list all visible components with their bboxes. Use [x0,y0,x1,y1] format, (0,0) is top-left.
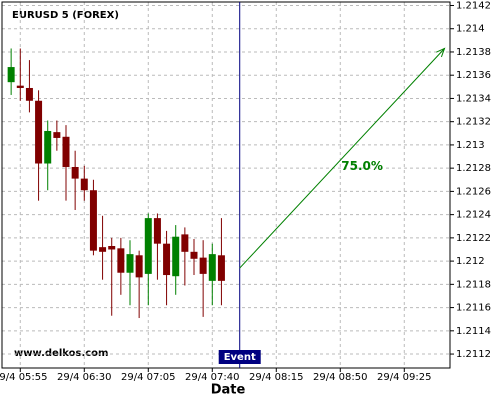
candle-body [25,87,33,101]
candle-body [108,246,116,250]
arrow-head [436,47,446,58]
arrow-label: 75.0% [341,159,383,173]
x-axis-title: Date [211,383,246,398]
candle-body [163,243,171,276]
candle-body [80,178,88,191]
y-tick-label: 1.2122 [456,233,491,244]
plot-frame [1,1,451,369]
y-tick-label: 1.2134 [456,93,491,104]
candle-body [89,190,97,251]
candle-body [53,132,61,138]
y-tick-label: 1.2132 [456,117,491,128]
x-tick-label: 29/4 08:15 [249,372,303,383]
candle-body [16,85,24,88]
candle-body [7,67,15,83]
y-tick-label: 1.214 [456,24,485,35]
candle-body [99,247,107,252]
candle-body [144,218,152,274]
y-tick-label: 1.2126 [456,186,491,197]
y-tick-label: 1.212 [456,256,485,267]
y-tick-label: 1.213 [456,140,485,151]
candle-body [172,236,180,277]
chart-title: EURUSD 5 (FOREX) [12,10,119,21]
event-label: Event [224,352,256,363]
candle-body [199,257,207,274]
y-tick-label: 1.2142 [456,0,491,11]
y-tick-label: 1.2124 [456,210,491,221]
y-tick-label: 1.2118 [456,279,491,290]
x-tick-label: 29/4 07:05 [121,372,175,383]
x-tick-label: 29/4 09:25 [377,372,431,383]
candle-body [71,166,79,179]
watermark: www.delkos.com [14,348,108,359]
candle-body [44,130,52,164]
candle-body [117,248,125,273]
x-tick-label: 29/4 08:50 [313,372,367,383]
y-tick-label: 1.2116 [456,303,491,314]
x-tick-label: 29/4 05:55 [0,372,48,383]
x-tick-label: 29/4 07:40 [185,372,239,383]
x-tick-label: 29/4 06:30 [57,372,111,383]
y-tick-label: 1.2112 [456,349,491,360]
candle-body [181,234,189,252]
candle-body [62,136,70,167]
candle-body [153,218,161,244]
forecast-arrow [239,48,445,269]
y-tick-label: 1.2136 [456,70,491,81]
candle-body [208,254,216,281]
candle-body [217,255,225,281]
y-tick-label: 1.2138 [456,47,491,58]
y-tick-label: 1.2128 [456,163,491,174]
y-tick-label: 1.2114 [456,326,491,337]
candle-body [126,254,134,273]
candle-body [135,255,143,278]
event-label-box [218,350,261,364]
candle-body [190,251,198,259]
candle-body [35,100,43,164]
